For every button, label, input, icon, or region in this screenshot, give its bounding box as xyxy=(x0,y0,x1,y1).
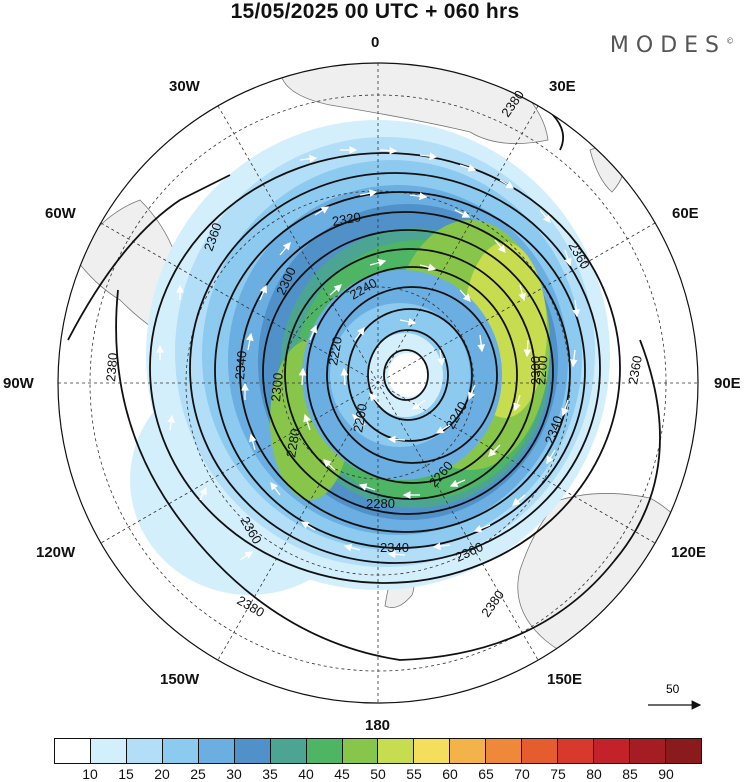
colorbar-cell xyxy=(594,739,630,763)
contour-label: 2320 xyxy=(331,209,362,229)
lon-label-60e: 60E xyxy=(672,205,699,222)
lon-label-0: 0 xyxy=(371,34,380,51)
lon-label-90w: 90W xyxy=(3,375,34,392)
colorbar-tick-label: 80 xyxy=(586,766,602,782)
colorbar-tick-label: 40 xyxy=(298,766,314,782)
brand-logo: MODES© xyxy=(610,33,734,58)
contour-label: 2200 xyxy=(350,402,370,433)
contour-label: 2280 xyxy=(283,427,303,458)
contour-label: 2280 xyxy=(366,496,395,511)
colorbar-cell xyxy=(162,739,199,763)
lon-label-30e: 30E xyxy=(549,78,576,95)
contour-label: 2300 xyxy=(268,372,285,402)
contour-label: 2200 xyxy=(533,355,550,385)
map-title: 15/05/2025 00 UTC + 060 hrs xyxy=(230,0,520,23)
lon-label-150w: 150W xyxy=(160,671,200,688)
contour-label: 2360 xyxy=(625,354,645,385)
colorbar-cell xyxy=(90,739,127,763)
brand-mark: © xyxy=(726,36,734,46)
colorbar-tick-label: 60 xyxy=(442,766,458,782)
colorbar-tick-label: 70 xyxy=(514,766,530,782)
contour-label: 2380 xyxy=(103,352,120,382)
colorbar-tick-label: 50 xyxy=(370,766,386,782)
colorbar-cell xyxy=(665,739,701,763)
land-australia xyxy=(517,493,698,663)
lon-label-150e: 150E xyxy=(547,671,583,688)
colorbar-cell xyxy=(450,739,487,763)
colorbar-cell xyxy=(378,739,415,763)
colorbar-tick-label: 65 xyxy=(478,766,494,782)
reference-vector-label: 50 xyxy=(666,682,680,696)
colorbar-cell xyxy=(558,739,595,763)
lon-label-90e: 90E xyxy=(714,375,741,392)
contour-label: 2220 xyxy=(325,335,345,366)
colorbar xyxy=(54,738,702,764)
colorbar-tick-label: 90 xyxy=(658,766,674,782)
colorbar-cell xyxy=(486,739,523,763)
colorbar-cell xyxy=(306,739,343,763)
contour-label: 2340 xyxy=(380,540,409,555)
colorbar-cell xyxy=(630,739,666,763)
contour-label: 2300 xyxy=(528,356,543,385)
lon-label-120w: 120W xyxy=(36,544,76,561)
colorbar-tick-label: 30 xyxy=(226,766,242,782)
colorbar-ticks: 10 15 20 25 30 35 40 45 50 55 60 65 70 75 80 85 90 xyxy=(54,766,702,782)
colorbar-tick-label: 20 xyxy=(154,766,170,782)
colorbar-cell xyxy=(198,739,235,763)
colorbar-tick-label: 10 xyxy=(82,766,98,782)
colorbar-tick-label: 35 xyxy=(262,766,278,782)
colorbar-cell xyxy=(342,739,379,763)
colorbar-tick-label: 15 xyxy=(118,766,134,782)
colorbar-cell xyxy=(234,739,271,763)
map-boundary xyxy=(57,62,699,704)
contour-label: 2340 xyxy=(232,350,249,380)
colorbar-cell xyxy=(126,739,163,763)
colorbar-cell xyxy=(55,739,91,763)
map-disc xyxy=(58,63,698,703)
colorbar-tick-label: 75 xyxy=(550,766,566,782)
brand-name: MODES xyxy=(609,33,726,58)
colorbar-cell xyxy=(522,739,559,763)
colorbar-tick-label: 55 xyxy=(406,766,422,782)
lon-label-180: 180 xyxy=(365,717,391,734)
reference-vector: 50 xyxy=(646,682,706,712)
lon-label-30w: 30W xyxy=(169,78,200,95)
lon-label-60w: 60W xyxy=(45,205,76,222)
land-africa xyxy=(279,63,549,144)
colorbar-tick-label: 45 xyxy=(334,766,350,782)
colorbar-tick-label: 25 xyxy=(190,766,206,782)
colorbar-cell xyxy=(414,739,451,763)
colorbar-cell xyxy=(270,739,307,763)
wind-speed-shading xyxy=(130,120,610,595)
colorbar-tick-label: 85 xyxy=(622,766,638,782)
geopotential-contours xyxy=(67,109,661,661)
lon-label-120e: 120E xyxy=(671,544,707,561)
wind-vectors xyxy=(156,146,581,624)
